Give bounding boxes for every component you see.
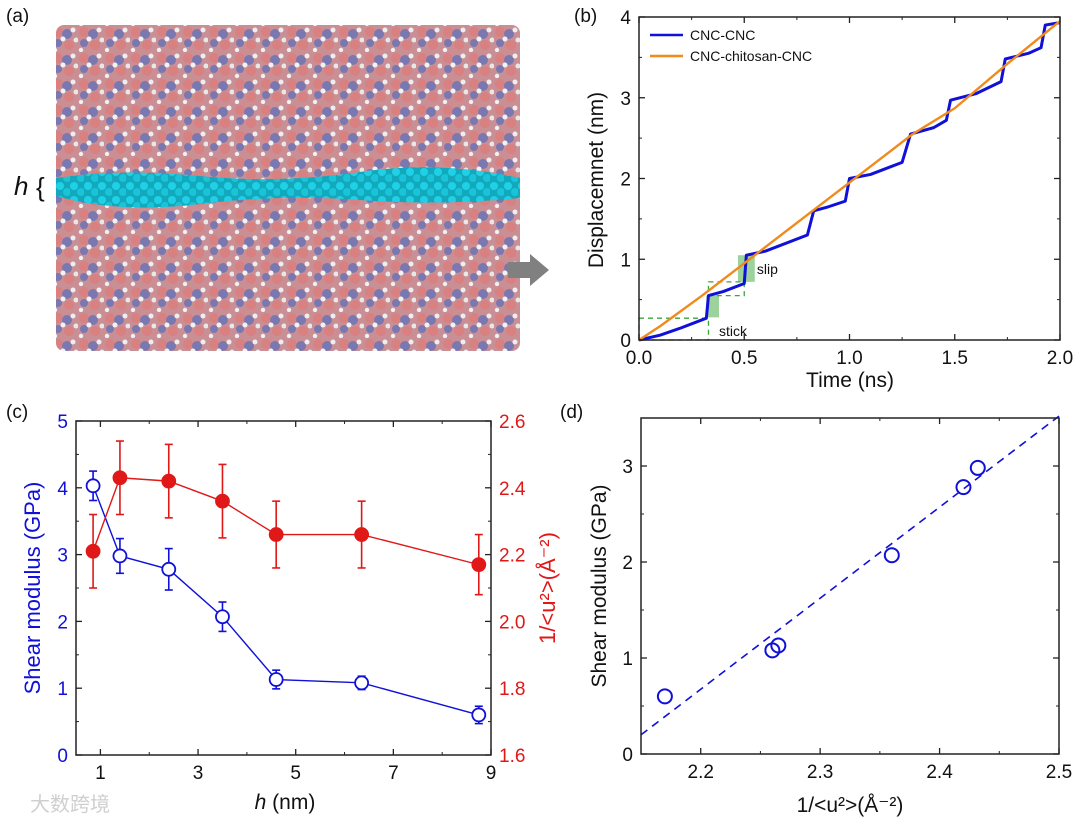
- chart-b-ytick-label: 0: [620, 331, 631, 352]
- data-point-right: [215, 493, 230, 509]
- series-line-cnc-chitosan-cnc: [638, 20, 1061, 342]
- chart-b-xtick-label: 0.0: [626, 348, 652, 369]
- chart-c-ylabel: Shear modulus (GPa): [20, 482, 45, 695]
- chart-c-ytick-label: 0: [57, 746, 68, 767]
- chart-d-ytick-label: 0: [622, 745, 633, 766]
- data-point-right: [268, 527, 284, 542]
- chart-d-xtick-label: 2.5: [1046, 762, 1072, 783]
- legend-label: CNC-CNC: [690, 27, 755, 43]
- series-line-right: [92, 477, 479, 566]
- chart-c-xtick-label: 1: [95, 763, 106, 784]
- chart-d-xlabel: 1/<u²>(Å⁻²): [797, 794, 904, 817]
- chart-c-xlabel-unit: (nm): [266, 791, 315, 814]
- data-point: [955, 479, 972, 496]
- chart-c-xtick-label: 5: [290, 763, 301, 784]
- chart-c-y2-ytick-label: 2.6: [499, 412, 525, 433]
- chart-d-xtick-label: 2.4: [926, 762, 953, 783]
- chart-c-ytick-label: 3: [57, 546, 68, 567]
- data-point-right: [161, 473, 177, 489]
- data-point-left: [354, 675, 370, 691]
- chart-c-ytick-label: 4: [57, 479, 68, 500]
- chart-b-xtick-label: 1.5: [942, 348, 968, 369]
- chart-d-xtick-label: 2.2: [688, 762, 714, 783]
- data-point: [883, 547, 900, 564]
- chart-c-xtick-label: 7: [388, 763, 399, 784]
- panel-label-b: (b): [574, 6, 597, 27]
- chart-d-xtick-label: 2.3: [807, 762, 833, 783]
- chart-b-ytick-label: 2: [620, 170, 631, 191]
- data-point-left: [161, 561, 177, 577]
- stick-highlight: [706, 295, 719, 318]
- chart-c-y2-ytick-label: 2.2: [499, 546, 525, 567]
- chart-b-ytick-label: 1: [620, 250, 631, 271]
- watermark: 大数跨境: [30, 793, 110, 816]
- chart-c-ytick-label: 1: [57, 679, 68, 700]
- chart-d-ylabel: Shear modulus (GPa): [588, 484, 611, 687]
- panel-label-a: (a): [6, 6, 29, 27]
- chitosan-layer: [56, 167, 520, 208]
- chart-c-ytick-label: 5: [57, 412, 68, 433]
- chart-c-y2-ytick-label: 2.4: [499, 479, 526, 500]
- chart-d-plot-frame: [640, 417, 1060, 755]
- chart-b-ylabel: Displacemnet (nm): [585, 92, 608, 268]
- chart-b-ytick-label: 3: [620, 89, 631, 110]
- h-bracket: {: [36, 172, 45, 202]
- chart-b: CNC-CNC CNC-chitosan-CNC stick slip 0.0 0.5 1.…: [620, 8, 1073, 369]
- data-point-left: [471, 707, 487, 723]
- data-point: [770, 637, 787, 654]
- data-point-left: [112, 548, 128, 564]
- annotation-slip: slip: [757, 261, 778, 277]
- chart-c-plot-frame: [75, 420, 492, 756]
- chart-b-xtick-label: 1.0: [836, 348, 862, 369]
- chart-b-xtick-label: 0.5: [731, 348, 757, 369]
- panel-label-d: (d): [560, 402, 583, 423]
- chart-c-xtick-label: 3: [193, 763, 204, 784]
- fit-line: [640, 415, 1060, 736]
- shear-direction-arrow-icon: [508, 254, 549, 286]
- chart-c-y2label: 1/<u²>(Å⁻²): [535, 532, 560, 644]
- chart-b-xtick-label: 2.0: [1047, 348, 1073, 369]
- panel-label-c: (c): [6, 402, 28, 423]
- data-point: [656, 688, 673, 705]
- data-point-left: [268, 672, 284, 687]
- annotation-stick: stick: [719, 323, 748, 339]
- chart-d-ytick-label: 1: [622, 649, 633, 670]
- chart-c-xtick-label: 9: [486, 763, 497, 784]
- chart-b-xlabel: Time (ns): [806, 369, 894, 392]
- chart-b-ytick-label: 4: [620, 8, 631, 29]
- data-point-left: [215, 609, 230, 625]
- chart-c-xlabel: h (nm): [255, 791, 316, 814]
- chart-c-ytick-label: 2: [57, 612, 68, 633]
- chart-c: 1 3 5 7 9 0 1 2 3 4 5 1.6 1.8 2.0 2.2 2.4 2.6: [57, 412, 525, 784]
- slip-dashed-box: [707, 281, 745, 297]
- chart-d: 2.2 2.3 2.4 2.5 0 1 2 3: [622, 415, 1072, 783]
- data-point-right: [354, 527, 370, 542]
- data-point-left: [85, 478, 101, 494]
- series-line-left: [92, 485, 479, 716]
- data-point-right: [85, 543, 101, 559]
- chart-c-y2-ytick-label: 1.8: [499, 679, 525, 700]
- chart-d-ytick-label: 2: [622, 553, 633, 574]
- molecular-structure-image: [56, 25, 520, 351]
- data-point-right: [112, 470, 128, 486]
- legend-label: CNC-chitosan-CNC: [690, 48, 812, 64]
- data-point-right: [471, 557, 487, 573]
- chart-c-y2-ytick-label: 2.0: [499, 612, 525, 633]
- data-point: [969, 459, 986, 476]
- chart-d-ytick-label: 3: [622, 457, 633, 478]
- chart-c-xlabel-h: h: [255, 791, 267, 814]
- h-label: h: [14, 171, 28, 201]
- chart-c-y2-ytick-label: 1.6: [499, 746, 525, 767]
